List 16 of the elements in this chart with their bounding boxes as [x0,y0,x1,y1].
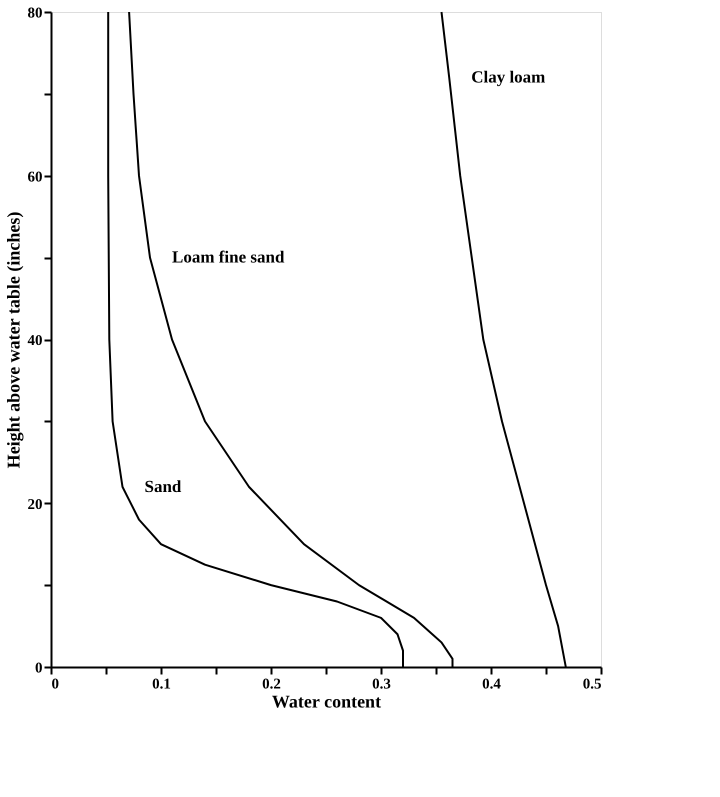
y-tick-label: 40 [28,333,42,349]
annotation: Sand [144,476,182,496]
y-tick-label: 0 [35,660,42,676]
x-tick-label: 0 [52,676,59,692]
x-tick-label: 0.2 [262,676,281,692]
annotation: Clay loam [471,68,546,86]
y-tick-label: 80 [28,6,42,22]
y-tick-label: 60 [28,169,42,186]
x-tick-label: 0.5 [582,676,602,692]
x-tick-label: 0.1 [152,676,171,692]
y-tick-label: 20 [28,496,42,513]
annotation: Loam fine sand [172,248,285,267]
x-tick-label: 0.3 [372,676,391,692]
x-tick-label: 0.4 [482,676,502,692]
x-axis-title: Water content [272,692,382,712]
y-axis-title: Height above water table (inches) [4,212,24,468]
